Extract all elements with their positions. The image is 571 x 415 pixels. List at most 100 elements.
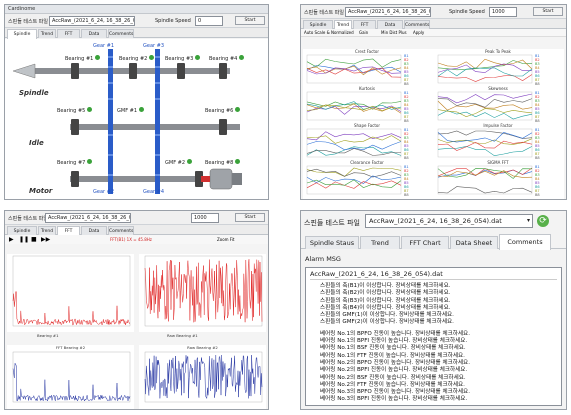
trend-series-line (437, 93, 533, 104)
legend-entry: B6 (404, 148, 409, 152)
legend-raw-bearing-2: Raw Bearing #2 (187, 345, 218, 350)
tab-fft-chart[interactable]: FFT Chart (57, 29, 80, 46)
toolbar: 스핀들 테스트 파일 AccRaw_(2021_6_24, 16_38_26_0… (5, 14, 268, 28)
legend-entry: B5 (535, 144, 540, 148)
signal-trace (144, 259, 263, 323)
trend-series-line (437, 108, 533, 118)
legend-entry: B8 (535, 119, 540, 123)
tab-trend[interactable]: Trend (360, 236, 400, 249)
legend-entry: B6 (535, 185, 540, 189)
tab-data-sheet[interactable]: Data Sheet (377, 20, 403, 37)
spindle-label: Spindle (19, 89, 49, 97)
trend-series-line (306, 141, 402, 151)
tab-comments[interactable]: Comments (108, 29, 134, 38)
legend-entry: B1 (535, 165, 540, 169)
fft-plot-2 (12, 351, 131, 403)
trend-subbar: Auto Scale & Normalized Gain Min Dist Pl… (301, 29, 566, 37)
legend-entry: B6 (404, 74, 409, 78)
tab-spindle-status[interactable]: Spindle Staus (7, 29, 37, 46)
next-icon[interactable]: ▶▶ (41, 236, 51, 243)
trend-series-line (437, 60, 533, 71)
tab-data-sheet[interactable]: Data Sheet (450, 236, 498, 249)
bearing-3-text: Bearing #3 (165, 56, 194, 62)
status-ok-icon (186, 159, 192, 164)
trend-legend: B1 B2 B3 B4 B5 B6 B7 B8 (404, 165, 430, 197)
trend-chart-grid: Crest Factor B1 B2 B3 B4 B5 B6 B7 B8 Peak To Peak… (303, 49, 564, 199)
gain-option[interactable]: Gain (359, 30, 369, 35)
spindle-speed-input[interactable]: 1000 (191, 213, 219, 223)
spindle-speed-input[interactable]: 0 (195, 16, 223, 26)
toolbar: 스핀들 테스트 파일 AccRaw_(2021_6_24, 16_38_26_0… (5, 211, 268, 225)
main-tabs: Spindle Staus Trend FFT Chart Data Sheet… (301, 233, 566, 250)
trend-chart-title: Impulse Factor (483, 123, 513, 128)
zoom-fit-label[interactable]: Zoom Fit (217, 237, 235, 242)
bearing-7-label: Bearing #7 (57, 159, 92, 166)
file-label: 스핀들 테스트 파일 (304, 10, 344, 16)
file-select[interactable]: AccRaw_(2021_6_24, 16_38_26_054).dat (45, 213, 131, 223)
start-button[interactable]: Start (235, 213, 265, 222)
file-select[interactable]: AccRaw_(2021_6_24, 16_38_26_054).dat (345, 7, 431, 17)
legend-entry: B2 (535, 95, 540, 99)
tab-spindle-status[interactable]: Spindle Staus (305, 236, 359, 249)
legend-entry: B4 (404, 140, 409, 144)
bearing-1-label: Bearing #1 (65, 55, 100, 62)
tab-trend[interactable]: Trend (38, 29, 56, 38)
bearing-1-text: Bearing #1 (65, 56, 94, 62)
auto-scale-option[interactable]: Auto Scale & Normalized (304, 30, 354, 35)
legend-entry: B7 (535, 78, 540, 82)
gear-1-label: Gear #1 (93, 43, 115, 49)
legend-entry: B2 (535, 132, 540, 136)
trend-chart: Impulse Factor B1 B2 B3 B4 B5 B6 B7 B8 (434, 123, 562, 160)
tab-trend[interactable]: Trend (38, 226, 56, 235)
tab-spindle-status[interactable]: Spindle Staus (7, 226, 37, 243)
file-select[interactable]: AccRaw_(2021_6_24, 16_38_26_054).dat (49, 16, 135, 26)
alarm-msg-label: Alarm MSG (305, 255, 341, 263)
tab-fft-chart[interactable]: FFT Chart (353, 20, 376, 37)
bearing-8-label: Bearing #8 (205, 159, 240, 166)
play-icon[interactable]: ▶ (9, 236, 14, 243)
start-button[interactable]: Start (235, 16, 265, 25)
trend-series-line (306, 148, 401, 156)
status-ok-icon (194, 55, 200, 60)
tab-data-sheet[interactable]: Data Sheet (81, 226, 107, 243)
tab-spindle-status[interactable]: Spindle Staus (303, 20, 333, 37)
alarm-message: 베어링 No.1의 BPFO 진동이 높습니다. 장비상태를 체크하세요. (320, 330, 470, 337)
tab-trend[interactable]: Trend (334, 20, 352, 30)
legend-entry: B6 (535, 148, 540, 152)
file-select[interactable]: AccRaw_(2021_6_24, 16_38_26_054).dat ▾ (365, 214, 533, 228)
tab-comments[interactable]: Comments (499, 234, 551, 250)
tab-fft-chart[interactable]: FFT Chart (401, 236, 449, 249)
gear-4-label: Gear #4 (143, 189, 165, 195)
tab-data-sheet[interactable]: Data Sheet (81, 29, 107, 46)
chevron-down-icon[interactable]: ▾ (526, 217, 530, 224)
spindle-speed-input[interactable]: 1000 (489, 7, 517, 17)
legend-entry: B6 (535, 74, 540, 78)
legend-entry: B7 (404, 78, 409, 82)
motor-coupling (201, 176, 210, 182)
stop-icon[interactable]: ■ (31, 236, 37, 243)
trend-series-line (437, 100, 533, 111)
signal-trace (144, 354, 263, 400)
fft-chart-bearing-2: FFT Bearing #2 (7, 345, 134, 409)
pause-icon[interactable]: ❚❚ (19, 236, 30, 243)
alarm-messages-spindle: 스핀들의 축(B1)이 이상합니다. 장비상태를 체크하세요. 스핀들의 축(B2… (310, 283, 557, 327)
legend-entry: B2 (535, 58, 540, 62)
tab-comments[interactable]: Comments (108, 226, 134, 235)
alarm-message-box[interactable]: AccRaw_(2021_6_24, 16_38_26_054).dat 스핀들… (305, 267, 562, 406)
raw-chart-bearing-2: Raw Bearing #2 (139, 345, 266, 409)
trend-chart-title: Kurtosis (359, 86, 375, 91)
trend-chart: Shape Factor B1 B2 B3 B4 B5 B6 B7 B8 (303, 123, 431, 160)
trend-plot (437, 54, 533, 84)
trend-series-line (306, 58, 402, 68)
apply-button[interactable]: Apply (413, 30, 425, 35)
status-ok-icon (148, 55, 154, 60)
raw-plot-1 (144, 255, 263, 327)
min-dist-option[interactable]: Min Dist Plus (381, 30, 407, 35)
legend-entry: B5 (535, 70, 540, 74)
refresh-icon[interactable]: ⟳ (537, 215, 549, 227)
trend-chart-title: Skewness (488, 86, 508, 91)
tab-comments[interactable]: Comments (404, 20, 430, 29)
start-button[interactable]: Start (533, 7, 563, 16)
alarm-message: 베어링 No.2의 BPFI 진동이 높습니다. 장비상태를 체크하세요. (320, 367, 468, 374)
main-tabs: Spindle Staus Trend FFT Chart Data Sheet… (5, 28, 268, 46)
